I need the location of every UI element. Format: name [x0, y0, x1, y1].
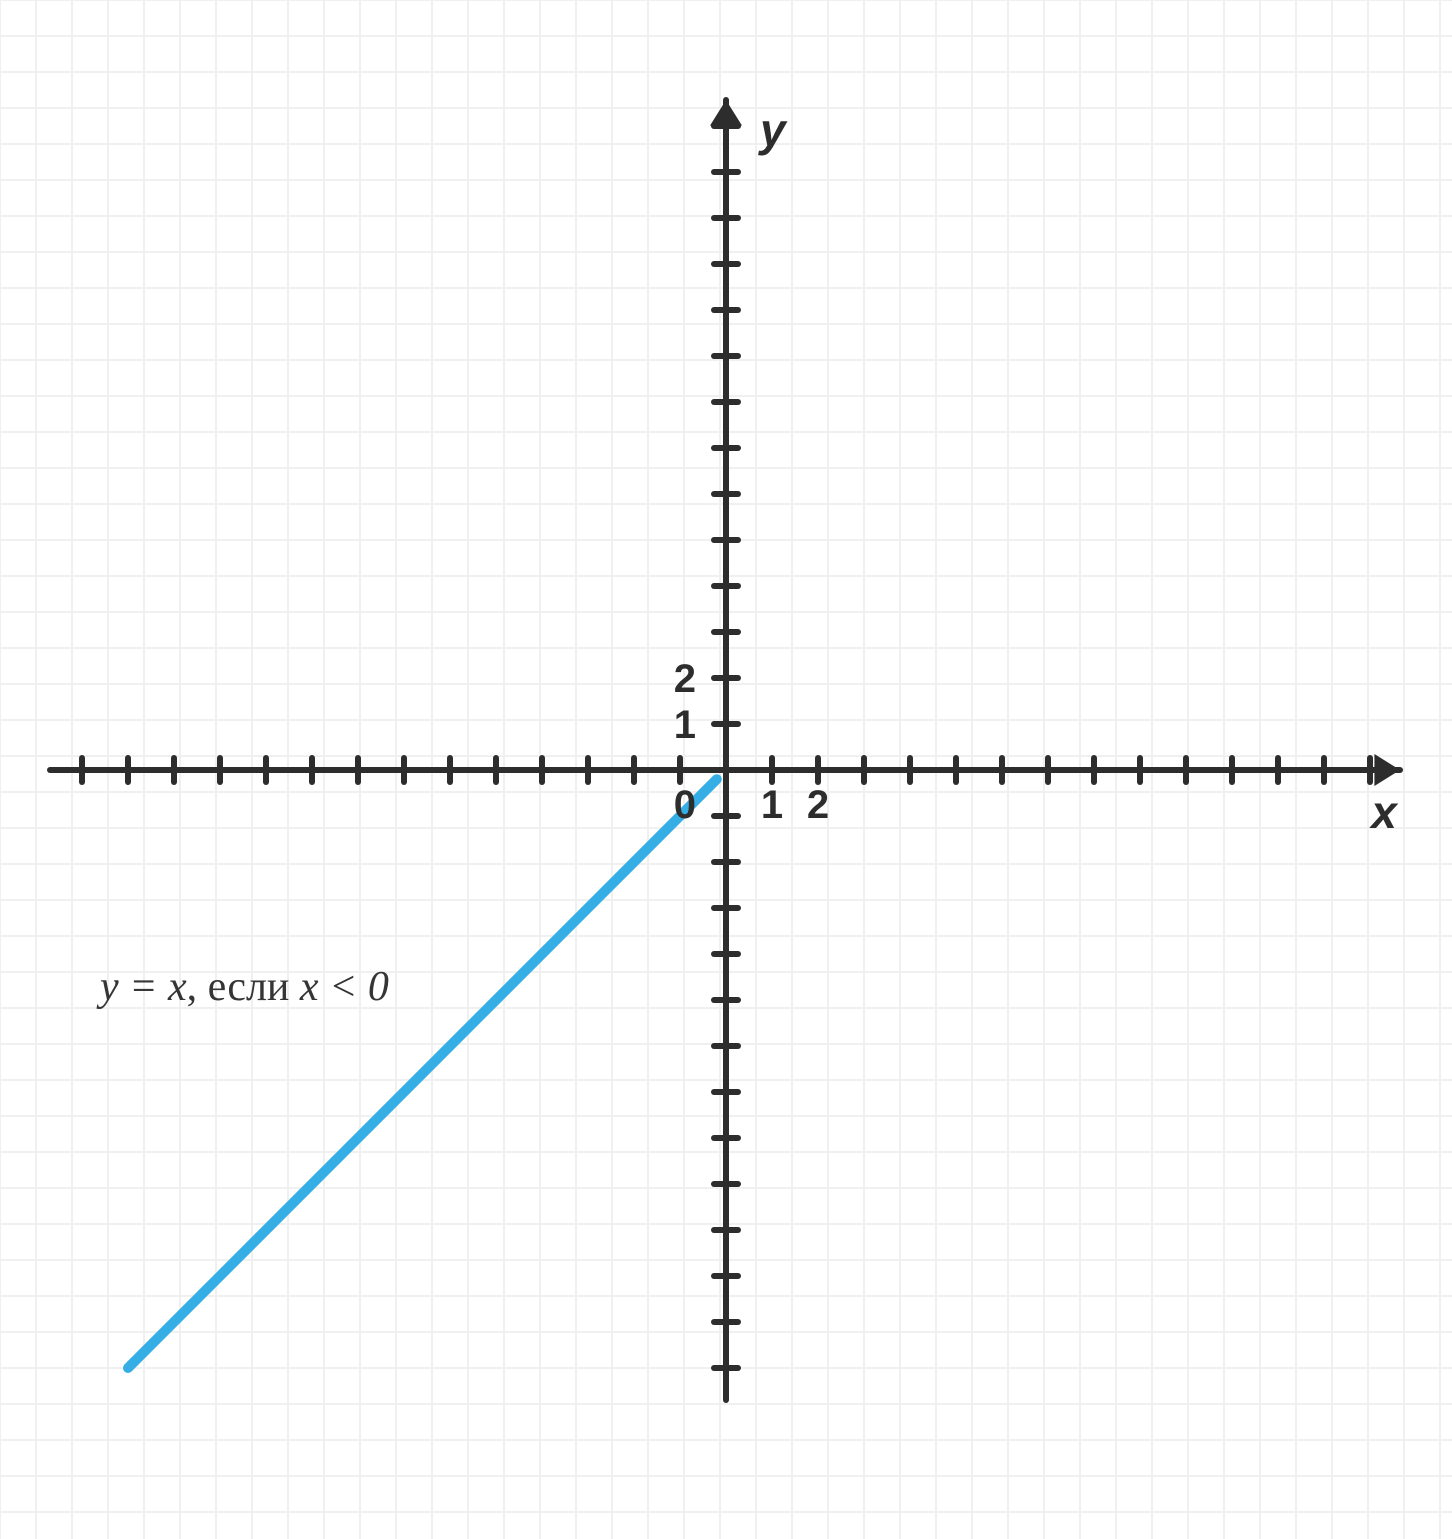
origin-label: 0 — [674, 783, 696, 827]
y-tick-label: 1 — [674, 703, 696, 747]
x-tick-label: 1 — [761, 783, 783, 827]
chart-container: 12120xyy = x, если x < 0 — [0, 0, 1452, 1539]
y-axis-label: y — [758, 104, 788, 156]
chart-svg: 12120xyy = x, если x < 0 — [0, 0, 1452, 1539]
y-tick-label: 2 — [674, 657, 696, 701]
x-axis-label: x — [1368, 786, 1399, 838]
x-tick-label: 2 — [807, 783, 829, 827]
equation-annotation: y = x, если x < 0 — [96, 964, 389, 1010]
